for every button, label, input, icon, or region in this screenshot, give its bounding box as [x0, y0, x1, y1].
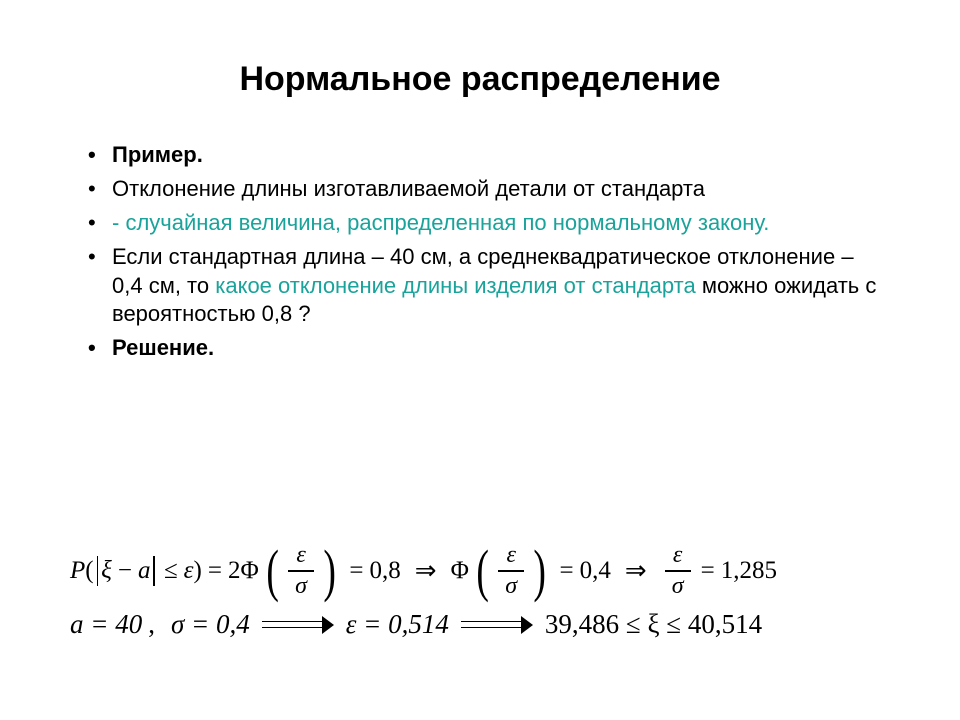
frac-num-3: ε: [669, 543, 686, 568]
abs-group: ξ − a: [94, 556, 158, 586]
bigparen-r2: ): [534, 545, 547, 597]
symbol-eps-1: ε: [184, 557, 194, 585]
symbol-eq-3: =: [554, 557, 580, 585]
fraction-eps-sigma-2: ( ε σ ): [473, 543, 550, 599]
value-0-4: 0,4: [580, 557, 611, 585]
bullet-example: Пример.: [84, 141, 880, 169]
bullet-question: Если стандартная длина – 40 см, а средне…: [84, 243, 880, 327]
value-1-285: 1,285: [721, 557, 777, 585]
symbol-Phi-2: Φ: [451, 557, 469, 585]
value-0-8: 0,8: [370, 557, 401, 585]
range-result: 39,486 ≤ ξ ≤ 40,514: [545, 609, 762, 640]
formula-line-2: a = 40 , σ = 0,4 ε = 0,514 39,486 ≤ ξ ≤ …: [70, 609, 920, 640]
symbol-Phi-1: Φ: [240, 557, 258, 585]
implies-1: ⇒: [401, 556, 451, 586]
bullet-solution: Решение.: [84, 334, 880, 362]
symbol-xi: ξ: [101, 557, 112, 585]
bullet-random-var: - случайная величина, распределенная по …: [84, 209, 880, 237]
symbol-a: a: [138, 557, 151, 585]
eps-equals-0-514: ε = 0,514: [346, 609, 449, 640]
long-arrow-1: [262, 618, 334, 632]
lparen: (: [85, 557, 93, 585]
page-title: Нормальное распределение: [80, 60, 880, 99]
frac-den-3: σ: [668, 574, 688, 599]
symbol-eq-2: =: [343, 557, 369, 585]
long-arrow-2: [461, 618, 533, 632]
bullet-question-part-b: какое отклонение длины изделия от станда…: [215, 273, 695, 298]
comma-1: ,: [148, 609, 155, 640]
frac-num-2: ε: [502, 543, 519, 568]
bigparen-l2: (: [476, 545, 489, 597]
bigparen-r1: ): [323, 545, 336, 597]
frac-num-1: ε: [292, 543, 309, 568]
bigparen-l1: (: [266, 545, 279, 597]
frac-den-1: σ: [291, 574, 311, 599]
abs-bar-left: [97, 556, 99, 586]
rparen: ): [194, 557, 202, 585]
formula-block: P ( ξ − a ≤ ε ) = 2 Φ ( ε σ: [70, 543, 920, 640]
frac-den-2: σ: [501, 574, 521, 599]
symbol-le-1: ≤: [158, 557, 184, 585]
bullet-list: Пример. Отклонение длины изготавливаемой…: [80, 141, 880, 362]
symbol-two: 2: [228, 557, 241, 585]
symbol-P: P: [70, 557, 85, 585]
symbol-eq-4: =: [695, 557, 721, 585]
fraction-eps-sigma-1: ( ε σ ): [263, 543, 340, 599]
slide: Нормальное распределение Пример. Отклоне…: [0, 0, 960, 720]
bullet-deviation: Отклонение длины изготавливаемой детали …: [84, 175, 880, 203]
fraction-eps-sigma-3: ε σ: [661, 543, 695, 599]
a-equals-40: a = 40: [70, 609, 142, 640]
symbol-minus: −: [118, 557, 132, 585]
symbol-eq-1: =: [202, 557, 228, 585]
sigma-equals-0-4: σ = 0,4: [171, 609, 250, 640]
formula-line-1: P ( ξ − a ≤ ε ) = 2 Φ ( ε σ: [70, 543, 920, 599]
implies-2: ⇒: [611, 556, 661, 586]
abs-bar-right: [153, 556, 155, 586]
